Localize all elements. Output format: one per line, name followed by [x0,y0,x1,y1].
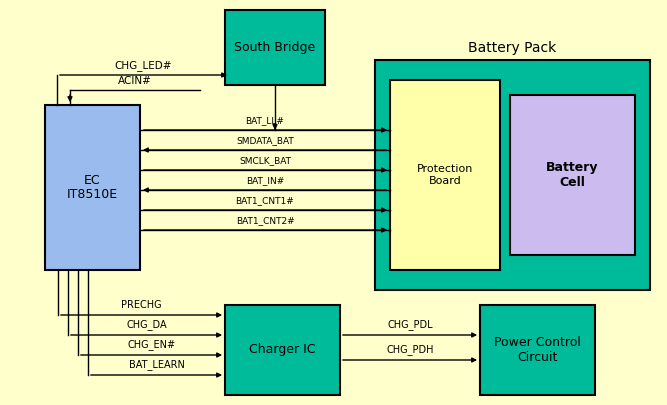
Text: BAT1_CNT2#: BAT1_CNT2# [235,216,294,225]
Text: CHG_PDH: CHG_PDH [386,344,434,355]
Bar [45,105,140,270]
Text: SMCLK_BAT: SMCLK_BAT [239,156,291,165]
Text: CHG_PDL: CHG_PDL [387,319,433,330]
Bar [510,95,635,255]
Bar [390,80,500,270]
Text: Charger IC: Charger IC [249,343,315,356]
Text: BAT_IN#: BAT_IN# [246,176,284,185]
Bar [225,305,340,395]
Text: CHG_DA: CHG_DA [126,319,167,330]
Text: South Bridge: South Bridge [234,41,315,54]
Text: ACIN#: ACIN# [118,76,152,86]
Text: Power Control
Circuit: Power Control Circuit [494,336,581,364]
Text: Protection
Board: Protection Board [417,164,473,186]
Bar [225,10,325,85]
Bar [480,305,595,395]
Text: PRECHG: PRECHG [121,300,162,310]
Text: SMDATA_BAT: SMDATA_BAT [236,136,294,145]
Text: BAT_LL#: BAT_LL# [245,116,284,125]
Text: BAT1_CNT1#: BAT1_CNT1# [235,196,294,205]
Text: Battery
Cell: Battery Cell [546,161,599,189]
Bar [375,60,650,290]
Text: BAT_LEARN: BAT_LEARN [129,359,185,370]
Text: Battery Pack: Battery Pack [468,41,557,55]
Text: EC
IT8510E: EC IT8510E [67,173,118,202]
Text: CHG_LED#: CHG_LED# [115,60,172,71]
Text: CHG_EN#: CHG_EN# [127,339,175,350]
